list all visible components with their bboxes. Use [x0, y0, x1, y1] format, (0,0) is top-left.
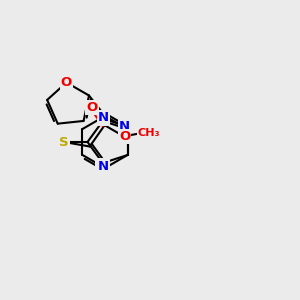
- Text: CH₃: CH₃: [137, 128, 160, 138]
- Text: O: O: [61, 76, 72, 89]
- Text: N: N: [96, 161, 108, 175]
- Text: N: N: [98, 160, 110, 172]
- Text: O: O: [119, 130, 130, 143]
- Text: O: O: [86, 100, 98, 114]
- Text: N: N: [98, 112, 110, 124]
- Text: N: N: [119, 121, 130, 134]
- Text: S: S: [59, 136, 69, 148]
